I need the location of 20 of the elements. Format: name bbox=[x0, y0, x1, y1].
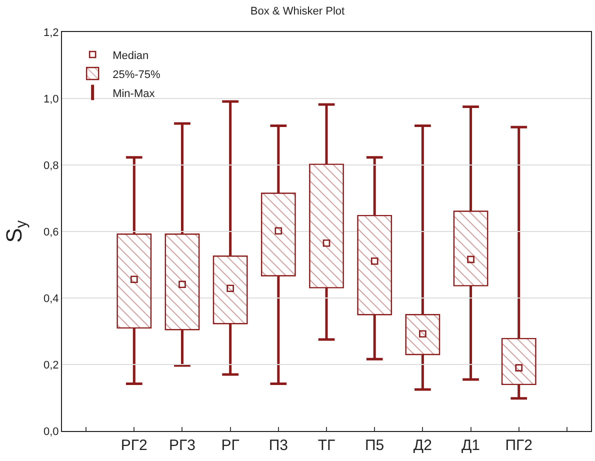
x-tick-label: РГ3 bbox=[168, 437, 196, 454]
y-tick-label: 0,2 bbox=[44, 359, 59, 372]
y-tick-label: 0,0 bbox=[44, 426, 59, 438]
y-tick-label: 0,6 bbox=[44, 226, 59, 238]
chart-title: Box & Whisker Plot bbox=[250, 6, 345, 18]
y-tick-label: 0,8 bbox=[44, 160, 59, 172]
y-tick-label: 1,2 bbox=[44, 26, 59, 39]
x-tick-label: П3 bbox=[268, 437, 288, 454]
x-tick-label: РГ bbox=[221, 437, 240, 454]
x-tick-label: Д1 bbox=[462, 437, 480, 454]
x-tick-label: Д2 bbox=[413, 437, 432, 454]
text: 25%-75% bbox=[112, 68, 160, 81]
annotation: Min-Max bbox=[112, 88, 156, 100]
x-tick-label: РГ2 bbox=[120, 437, 148, 454]
y-tick-label: 1,0 bbox=[44, 93, 59, 106]
x-tick-label: ПГ2 bbox=[505, 437, 532, 454]
annotation: Median bbox=[112, 50, 149, 62]
y-tick-label: 0,4 bbox=[44, 292, 59, 305]
x-tick-label: ТГ bbox=[318, 437, 336, 454]
x-tick-label: П5 bbox=[365, 437, 384, 454]
